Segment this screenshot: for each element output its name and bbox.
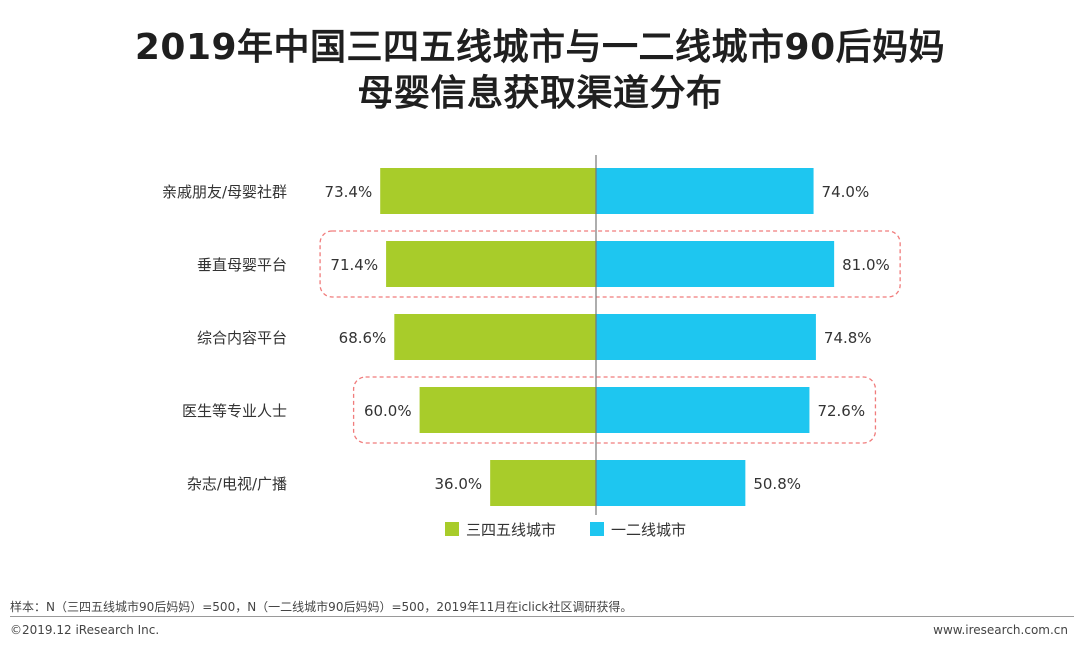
value-label-tier345: 60.0% [364,402,412,420]
highlight-box [352,376,877,444]
sample-note: 样本：N（三四五线城市90后妈妈）=500，N（一二线城市90后妈妈）=500，… [10,600,633,614]
value-label-tier345: 73.4% [325,183,373,201]
bar-tier345 [394,314,596,360]
bar-tier12 [596,241,835,287]
chart-title-line-1: 2019年中国三四五线城市与一二线城市90后妈妈 [134,27,946,68]
value-label-tier12: 72.6% [817,402,865,420]
bar-tier345 [380,168,596,214]
bar-tier12 [596,387,810,433]
bar-tier345 [386,241,596,287]
legend-swatch-tier345 [445,522,459,536]
value-label-tier12: 81.0% [842,256,890,274]
category-label: 医生等专业人士 [182,402,287,420]
value-label-tier12: 74.8% [824,329,872,347]
copyright-text: ©2019.12 iResearch Inc. [10,623,160,637]
value-label-tier345: 68.6% [339,329,387,347]
legend-label-tier345: 三四五线城市 [466,521,556,539]
bar-tier345 [490,460,596,506]
value-label-tier345: 71.4% [330,256,378,274]
category-label: 杂志/电视/广播 [187,475,287,493]
chart-title-line-2: 母婴信息获取渠道分布 [357,73,723,114]
bar-tier12 [596,168,814,214]
footer-divider [10,616,1074,617]
diverging-bar-chart: 亲戚朋友/母婴社群 73.4% 74.0% 垂直母婴平台 71.4% 81.0% 综合内容平… [162,155,901,539]
value-label-tier345: 36.0% [435,475,483,493]
legend-label-tier12: 一二线城市 [611,521,686,539]
bar-tier12 [596,460,746,506]
value-label-tier12: 74.0% [822,183,870,201]
website-link[interactable]: www.iresearch.com.cn [933,623,1068,637]
category-label: 垂直母婴平台 [197,256,287,274]
legend-swatch-tier12 [590,522,604,536]
bar-tier345 [419,387,596,433]
value-label-tier12: 50.8% [753,475,801,493]
category-label: 亲戚朋友/母婴社群 [162,183,287,201]
category-label: 综合内容平台 [197,329,287,347]
highlight-box [319,230,901,298]
bar-tier12 [596,314,816,360]
